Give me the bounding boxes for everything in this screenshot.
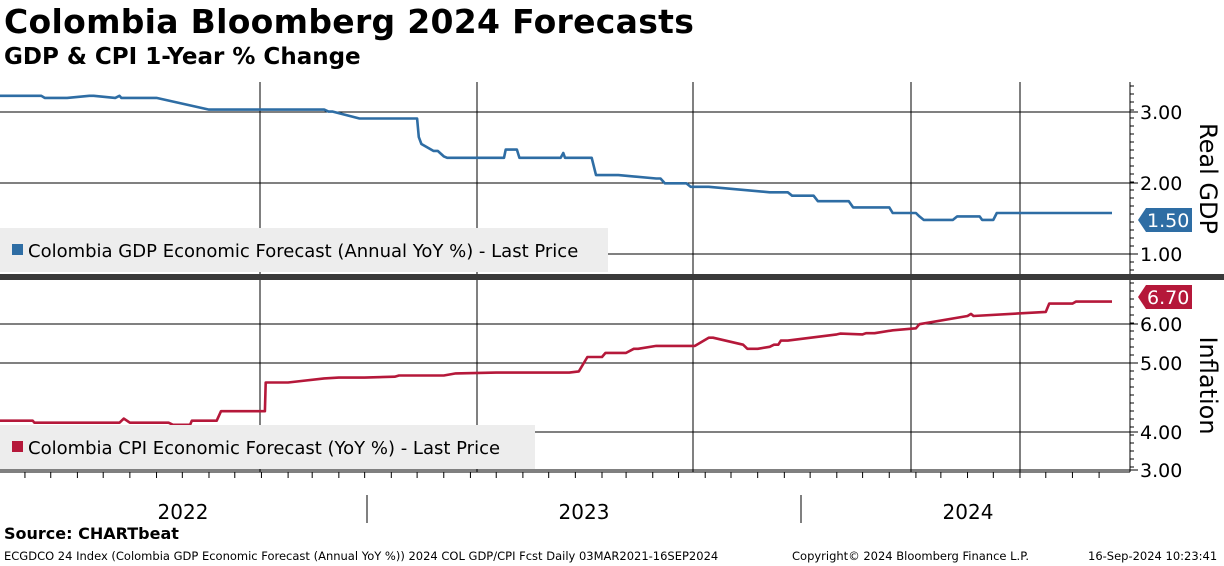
series-layer <box>0 94 1112 427</box>
y-axis-title: Real GDP <box>1194 123 1222 234</box>
panel-divider <box>0 274 1224 280</box>
label-layer: 2022 2023 2024 3.00 2.00 1.00 Real GDP 6.00 5.00… <box>158 102 1222 524</box>
series-line <box>0 300 1112 427</box>
chart-subtitle: GDP & CPI 1-Year % Change <box>4 44 361 70</box>
last-value-tag <box>1138 285 1192 309</box>
chart-title: Colombia Bloomberg 2024 Forecasts <box>4 2 695 41</box>
footer-copyright: Copyright© 2024 Bloomberg Finance L.P. <box>792 549 1029 563</box>
footer-description: ECGDCO 24 Index (Colombia GDP Economic F… <box>4 549 719 563</box>
footer-timestamp: 16-Sep-2024 10:23:41 <box>1088 549 1218 563</box>
y-tick-label: 1.00 <box>1140 244 1182 266</box>
x-tick-label: 2023 <box>559 500 610 524</box>
x-tick-label: 2022 <box>158 500 209 524</box>
y-tick-label: 3.00 <box>1140 102 1182 124</box>
legend-layer: Colombia GDP Economic Forecast (Annual Y… <box>0 228 608 469</box>
y-tick-label: 6.00 <box>1140 314 1182 336</box>
x-tick-label: 2024 <box>943 500 994 524</box>
y-tick-label: 3.00 <box>1140 460 1182 482</box>
legend-swatch <box>12 441 23 452</box>
source-note: Source: CHARTbeat <box>4 524 179 543</box>
y-axis-title: Inflation <box>1194 336 1222 434</box>
y-tick-label: 4.00 <box>1140 422 1182 444</box>
last-value-tag <box>1138 208 1192 232</box>
last-value-label: 6.70 <box>1147 287 1189 309</box>
legend-label: Colombia CPI Economic Forecast (YoY %) -… <box>28 438 500 459</box>
y-tick-label: 5.00 <box>1140 353 1182 375</box>
legend-swatch <box>12 244 23 255</box>
legend-box <box>0 425 535 469</box>
legend-box <box>0 228 608 272</box>
axis-layer <box>0 82 1224 523</box>
series-line <box>0 94 1112 222</box>
legend-label: Colombia GDP Economic Forecast (Annual Y… <box>28 241 578 262</box>
y-tick-label: 2.00 <box>1140 173 1182 195</box>
last-value-label: 1.50 <box>1147 210 1189 232</box>
